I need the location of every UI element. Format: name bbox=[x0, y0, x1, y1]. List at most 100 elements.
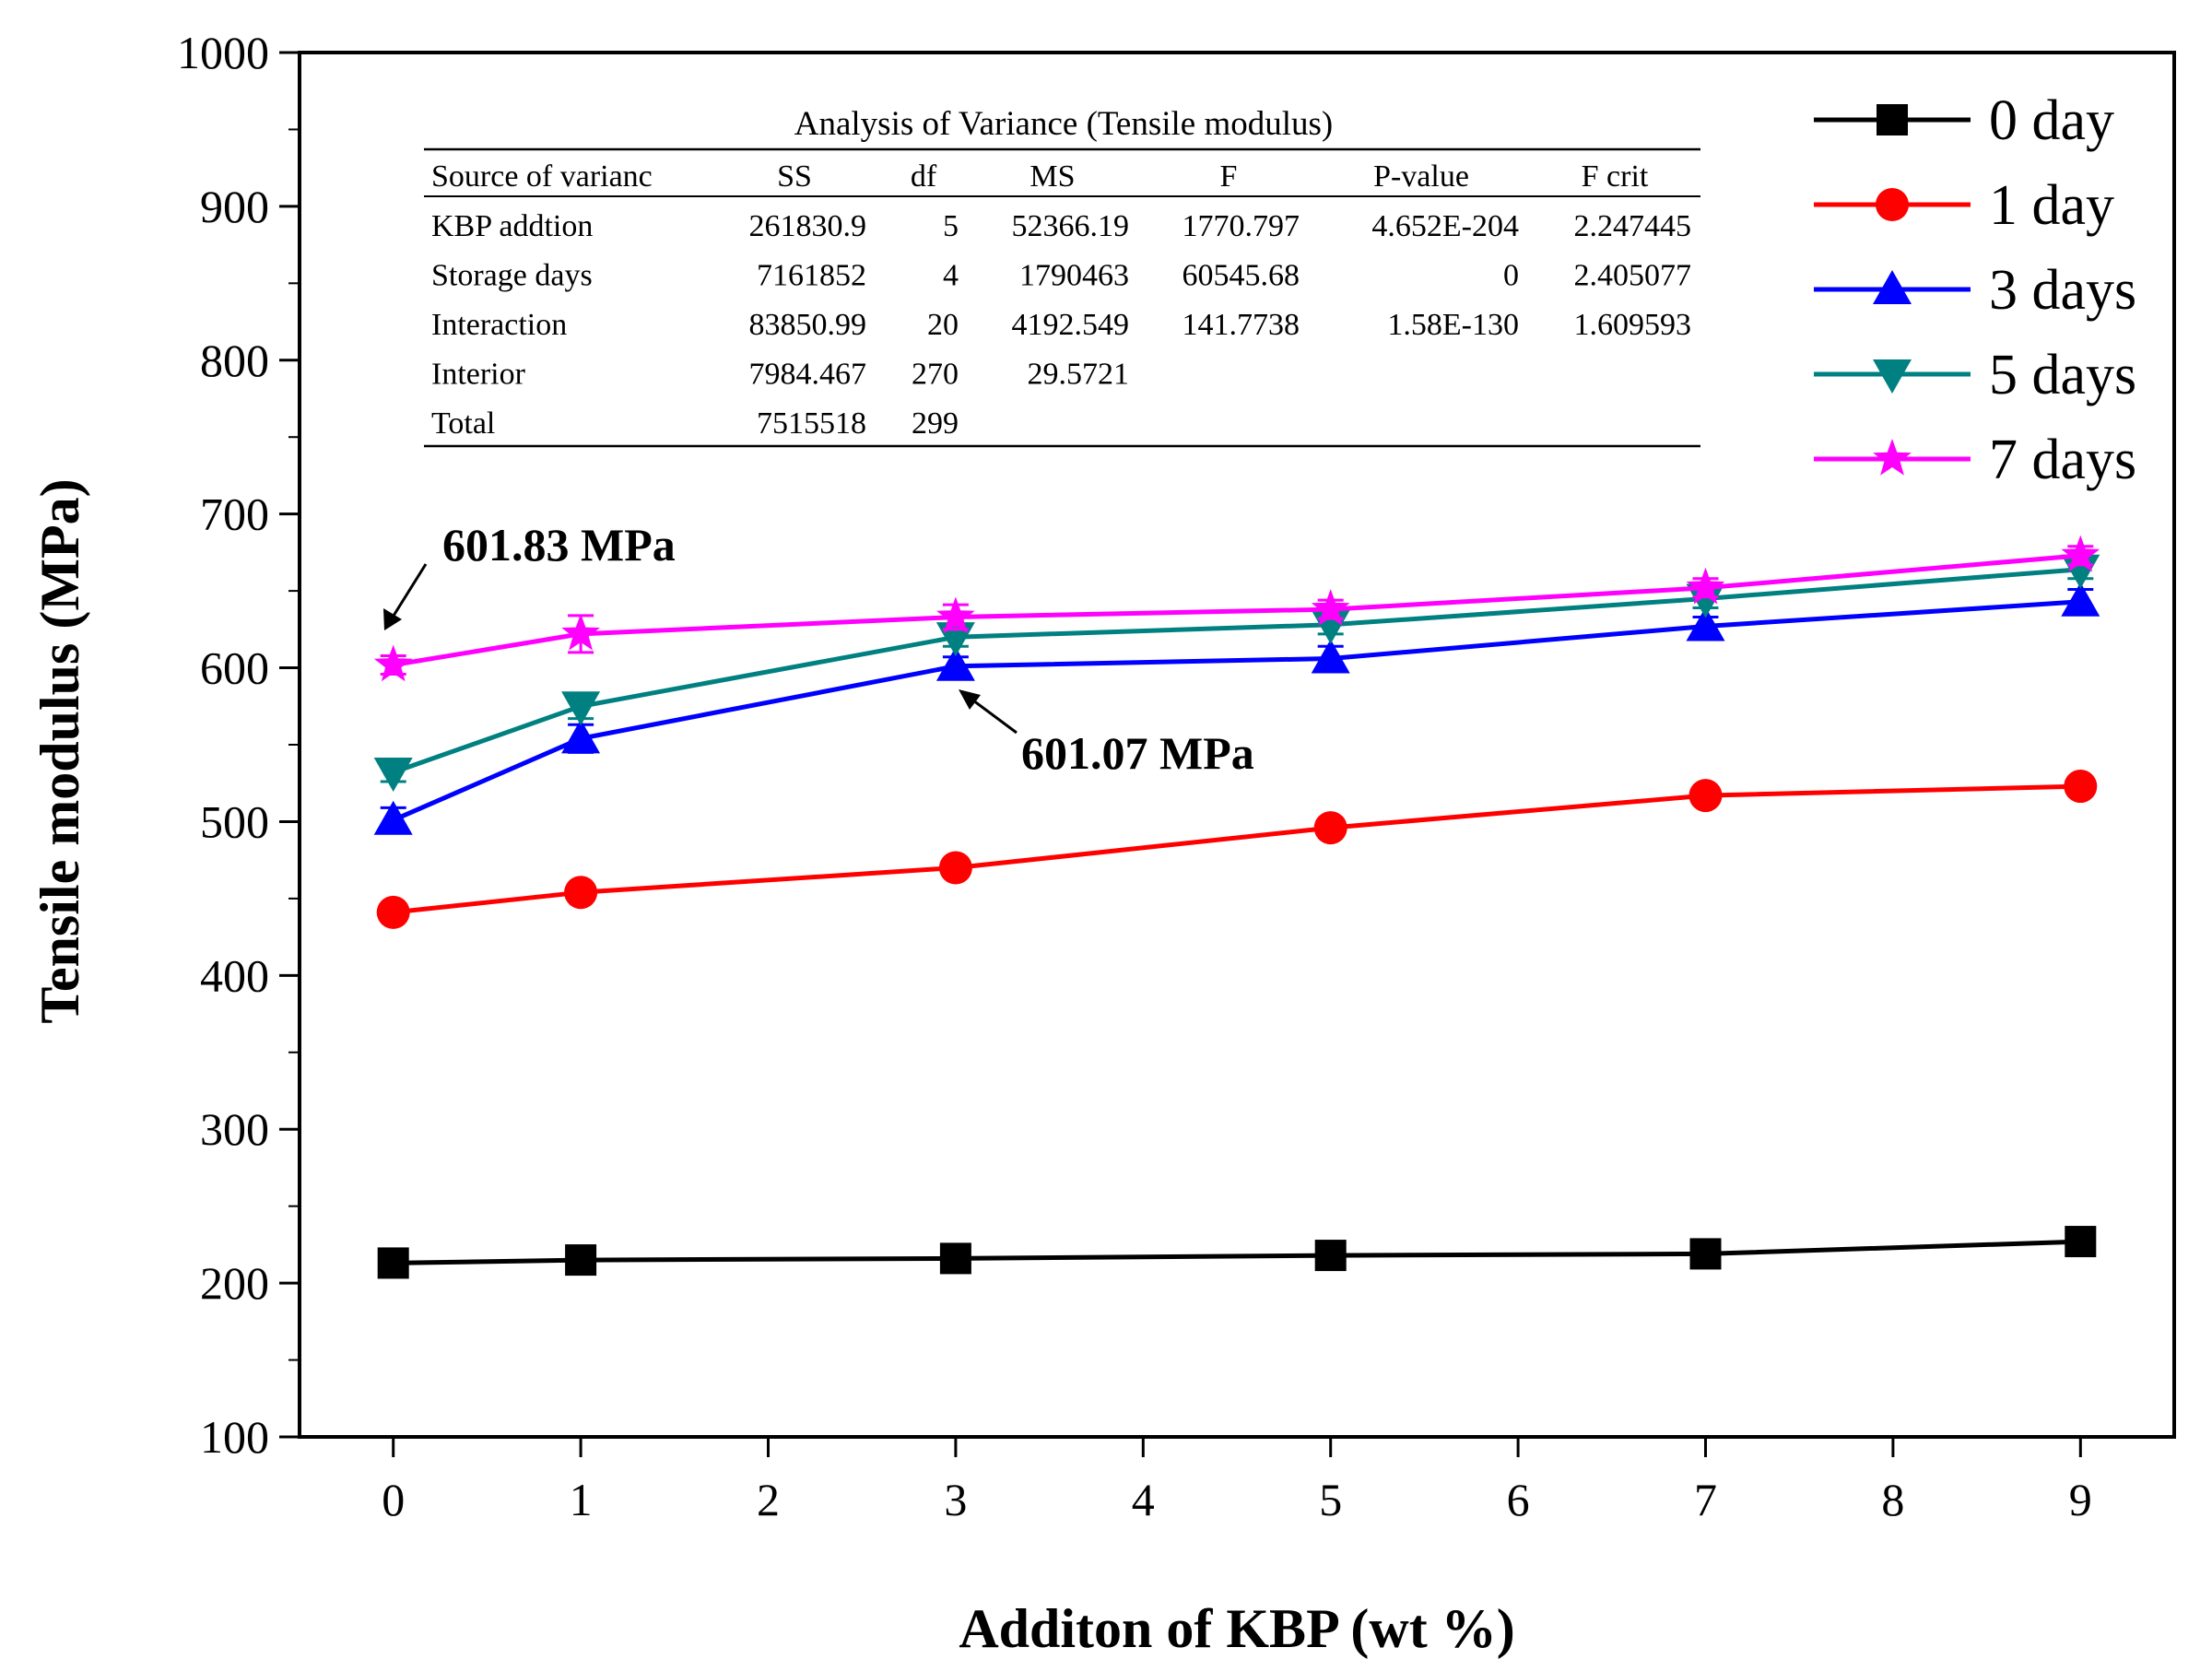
data-point bbox=[1311, 639, 1350, 674]
y-tick-label: 600 bbox=[200, 642, 269, 694]
data-point bbox=[565, 1244, 597, 1277]
anova-cell: Interior bbox=[431, 358, 526, 392]
anova-cell: 4 bbox=[943, 259, 959, 293]
data-point bbox=[939, 1242, 971, 1275]
legend-marker bbox=[1876, 188, 1909, 221]
legend-item: 5 days bbox=[1814, 344, 2136, 406]
y-tick-label: 200 bbox=[200, 1257, 269, 1309]
x-tick-label: 4 bbox=[1132, 1474, 1155, 1525]
x-tick-label: 7 bbox=[1694, 1474, 1717, 1525]
x-tick-label: 3 bbox=[944, 1474, 967, 1525]
anova-header-cell: MS bbox=[1030, 159, 1075, 194]
axes: 0 1 2 3 4 5 6 7 8 9100200300400500600700800900100… bbox=[177, 27, 2092, 1525]
anova-cell: 60545.68 bbox=[1182, 259, 1300, 293]
anova-cell: 4.652E-204 bbox=[1371, 209, 1519, 243]
anova-cell: 7984.467 bbox=[749, 358, 867, 392]
data-point bbox=[2061, 582, 2100, 617]
series bbox=[373, 535, 2100, 1279]
data-point bbox=[1689, 1238, 1722, 1270]
series-line bbox=[393, 553, 2081, 667]
data-point bbox=[1686, 606, 1725, 641]
anova-cell: 5 bbox=[943, 209, 959, 243]
annotation-arrow bbox=[392, 563, 428, 617]
legend-marker bbox=[1873, 270, 1912, 304]
anova-cell: Interaction bbox=[431, 308, 567, 342]
legend-item: 3 days bbox=[1814, 259, 2136, 322]
data-point bbox=[377, 1247, 409, 1279]
x-tick-label: 1 bbox=[570, 1474, 593, 1525]
anova-cell: 29.5721 bbox=[1028, 358, 1130, 392]
data-point bbox=[2061, 535, 2100, 572]
series-line bbox=[393, 1239, 2081, 1265]
x-tick-label: 0 bbox=[382, 1474, 405, 1525]
legend: 0 day 1 day 3 days 5 days 7 days bbox=[1814, 89, 2136, 491]
anova-cell: KBP addtion bbox=[431, 209, 593, 243]
legend-item: 0 day bbox=[1814, 89, 2114, 152]
anova-cell: Total bbox=[431, 406, 495, 441]
legend-label: 3 days bbox=[1989, 259, 2136, 322]
anova-cell: 52366.19 bbox=[1012, 209, 1130, 243]
anova-table: Analysis of Variance (Tensile modulus) S… bbox=[424, 105, 1700, 448]
x-tick-label: 9 bbox=[2069, 1474, 2092, 1525]
legend-marker bbox=[1873, 359, 1912, 394]
series-line bbox=[392, 567, 2081, 775]
legend-marker bbox=[1877, 104, 1908, 135]
annotation-601-07: 601.07 MPa bbox=[959, 689, 1254, 779]
annotation-label: 601.83 MPa bbox=[442, 519, 676, 571]
anova-cell: 141.7738 bbox=[1182, 308, 1300, 342]
data-point bbox=[373, 758, 413, 793]
series-line bbox=[392, 599, 2081, 823]
anova-cell: 7515518 bbox=[757, 406, 866, 441]
annotation-arrowhead bbox=[383, 608, 402, 630]
data-point bbox=[373, 644, 413, 682]
anova-cell: 2.405077 bbox=[1574, 259, 1692, 293]
series-1-day bbox=[376, 770, 2098, 929]
data-point bbox=[2065, 1226, 2097, 1258]
y-axis-title: Tensile modulus (MPa) bbox=[29, 478, 90, 1023]
anova-cell: 1770.797 bbox=[1182, 209, 1300, 243]
x-tick-label: 8 bbox=[1881, 1474, 1904, 1525]
data-point bbox=[2064, 770, 2098, 804]
series-0-day bbox=[377, 1226, 2097, 1279]
x-tick-label: 6 bbox=[1507, 1474, 1530, 1525]
legend-label: 1 day bbox=[1989, 174, 2114, 237]
annotation-arrow bbox=[972, 699, 1018, 735]
anova-cell: 261830.9 bbox=[749, 209, 867, 243]
data-point bbox=[561, 613, 600, 651]
anova-cell: 7161852 bbox=[757, 259, 866, 293]
legend-item: 1 day bbox=[1814, 174, 2114, 237]
data-point bbox=[936, 596, 975, 634]
y-tick-label: 500 bbox=[200, 795, 269, 847]
anova-cell: 83850.99 bbox=[749, 308, 867, 342]
y-tick-label: 300 bbox=[200, 1103, 269, 1155]
anova-cell: 4192.549 bbox=[1012, 308, 1130, 342]
anova-header-cell: df bbox=[911, 159, 937, 194]
anova-header-cell: SS bbox=[777, 159, 812, 194]
anova-header-cell: P-value bbox=[1373, 159, 1469, 194]
x-tick-label: 5 bbox=[1319, 1474, 1342, 1525]
anova-cell: Storage days bbox=[431, 259, 593, 293]
annotation-601-83: 601.83 MPa bbox=[383, 519, 676, 630]
data-point bbox=[1686, 583, 1725, 618]
annotation-label: 601.07 MPa bbox=[1021, 727, 1254, 779]
anova-header-cell: Source of varianc bbox=[431, 159, 653, 194]
data-point bbox=[1314, 1240, 1347, 1272]
series-3-days bbox=[373, 582, 2100, 835]
anova-header-cell: F crit bbox=[1582, 159, 1649, 194]
data-point bbox=[1686, 567, 1725, 605]
x-tick-label: 2 bbox=[757, 1474, 780, 1525]
anova-cell: 1.58E-130 bbox=[1387, 308, 1519, 342]
series-7-days bbox=[373, 535, 2100, 682]
anova-cell: 299 bbox=[912, 406, 959, 441]
anova-cell: 0 bbox=[1503, 259, 1519, 293]
data-point bbox=[938, 851, 972, 885]
series-line bbox=[393, 783, 2081, 915]
legend-item: 7 days bbox=[1814, 429, 2136, 491]
anova-title: Analysis of Variance (Tensile modulus) bbox=[794, 105, 1333, 143]
data-point bbox=[1688, 779, 1723, 813]
data-point bbox=[564, 876, 598, 910]
y-tick-label: 100 bbox=[200, 1411, 269, 1463]
data-point bbox=[935, 646, 975, 681]
anova-cell: 20 bbox=[927, 308, 959, 342]
